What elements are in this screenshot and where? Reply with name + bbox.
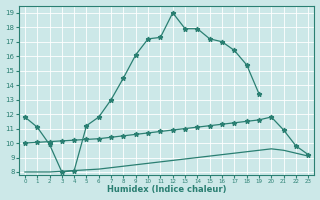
X-axis label: Humidex (Indice chaleur): Humidex (Indice chaleur)	[107, 185, 226, 194]
